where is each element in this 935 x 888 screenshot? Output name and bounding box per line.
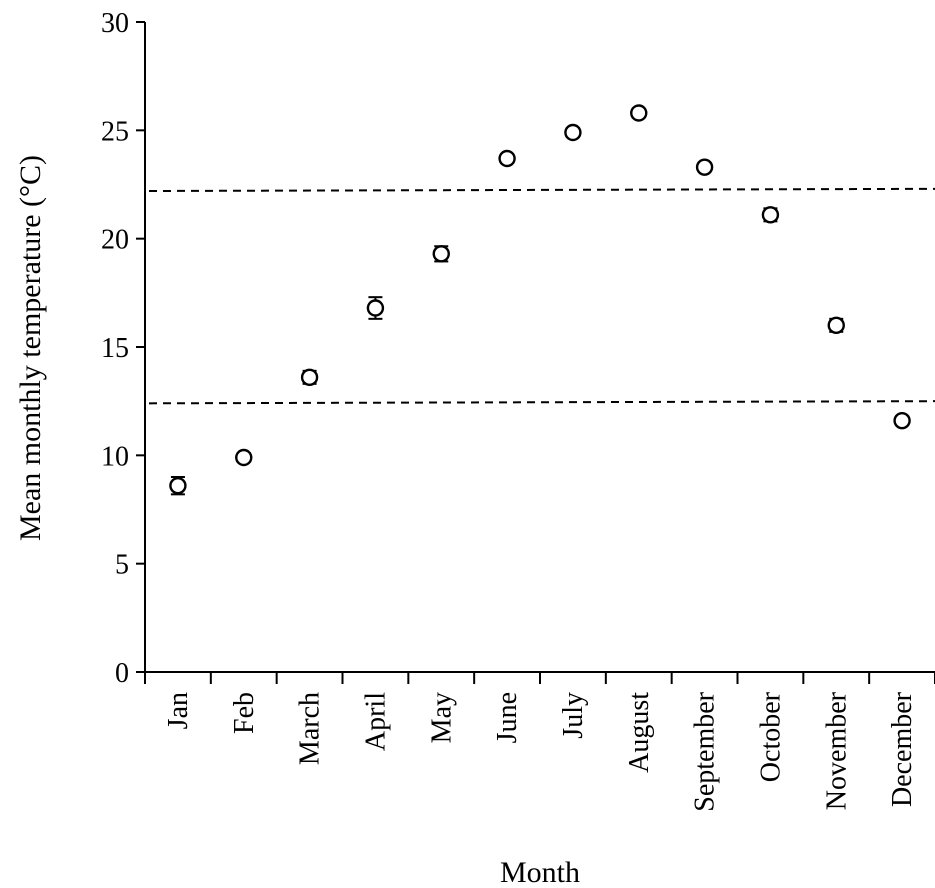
data-point <box>761 206 780 224</box>
data-point <box>564 123 582 142</box>
data-point <box>300 368 319 387</box>
y-tick-label: 10 <box>101 441 129 472</box>
x-tick-label: March <box>295 692 326 765</box>
y-axis-title: Mean monthly temperature (°C) <box>14 155 47 541</box>
x-tick-label: October <box>755 691 786 782</box>
y-ticks: 0 5 10 15 20 25 30 <box>101 8 145 689</box>
x-tick-label: August <box>624 692 655 773</box>
data-point <box>366 299 385 317</box>
x-tick-label: December <box>887 691 918 807</box>
y-tick-label: 30 <box>101 8 129 39</box>
data-points <box>169 104 911 495</box>
x-tick-label: April <box>360 692 391 751</box>
reference-lines <box>148 187 935 405</box>
x-axis-title: Month <box>500 856 580 888</box>
y-tick-label: 15 <box>101 333 129 364</box>
x-tick-label: July <box>558 692 589 739</box>
x-tick-label: June <box>492 692 523 743</box>
data-point <box>893 411 911 430</box>
reference-line <box>148 187 935 192</box>
x-tick-label: November <box>821 691 852 810</box>
x-tick-label: Jan <box>163 692 194 729</box>
data-point <box>827 316 845 335</box>
y-tick-label: 5 <box>115 550 129 581</box>
reference-line <box>148 400 935 405</box>
y-tick-label: 25 <box>101 116 129 147</box>
axes <box>144 22 935 673</box>
data-point <box>169 476 187 495</box>
y-tick-label: 0 <box>115 658 129 689</box>
x-ticks: Jan Feb March April May June July August Septemb… <box>144 672 935 812</box>
x-tick-label: Feb <box>229 692 260 734</box>
data-point <box>498 149 516 168</box>
x-tick-label: May <box>426 692 457 743</box>
data-point <box>235 448 253 467</box>
data-point <box>695 158 714 176</box>
data-point <box>630 104 648 122</box>
error-bars <box>170 107 910 496</box>
y-tick-label: 20 <box>101 225 129 256</box>
x-tick-label: September <box>690 691 721 811</box>
data-point <box>432 245 450 263</box>
